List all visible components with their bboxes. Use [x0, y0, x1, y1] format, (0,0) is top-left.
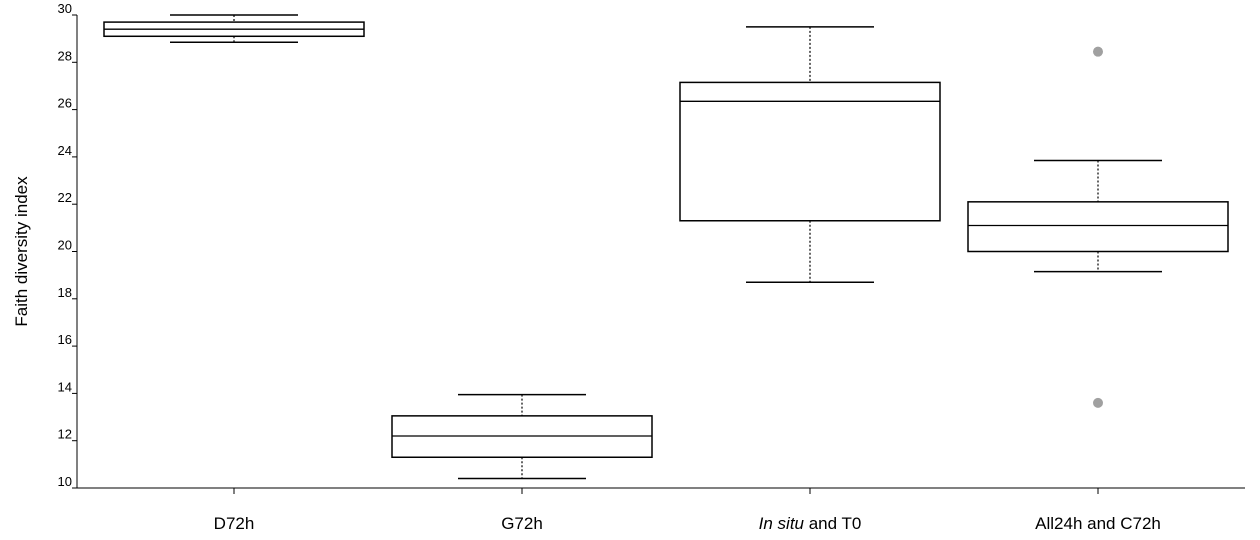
outlier-point	[1093, 46, 1103, 57]
y-tick-label: 20	[58, 238, 72, 253]
y-tick-label: 30	[58, 1, 72, 16]
iqr-box	[967, 201, 1229, 253]
axis-labels: D72h G72h In situ and T0 All24h and C72h Fai…	[12, 176, 1161, 533]
x-category-label: In situ and T0	[759, 514, 862, 533]
box-group	[967, 46, 1229, 408]
y-axis-label: Faith diversity index	[12, 176, 31, 327]
y-tick-label: 12	[58, 427, 72, 442]
outlier-point	[1093, 397, 1103, 408]
box-group	[391, 393, 653, 480]
box-plot-series	[103, 14, 1229, 480]
y-tick-label: 16	[58, 332, 72, 347]
y-tick-label: 22	[58, 190, 72, 205]
y-tick-label: 10	[58, 474, 72, 489]
x-category-label: All24h and C72h	[1035, 514, 1161, 533]
y-tick-label: 28	[58, 48, 72, 63]
x-category-label: G72h	[501, 514, 543, 533]
iqr-box	[679, 81, 941, 222]
y-tick-label: 26	[58, 96, 72, 111]
x-category-label: D72h	[214, 514, 255, 533]
axes: 10 12 14 16 18 20 22 24 26 28 30	[58, 1, 1245, 494]
y-tick-label: 18	[58, 285, 72, 300]
box-group	[679, 26, 941, 283]
y-tick-label: 24	[58, 143, 72, 158]
y-tick-label: 14	[58, 379, 72, 394]
box-group	[103, 14, 365, 43]
